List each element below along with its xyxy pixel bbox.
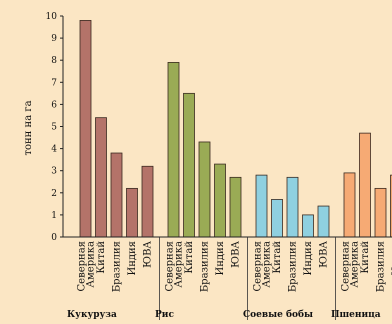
bar xyxy=(110,152,123,238)
bar xyxy=(286,176,299,238)
category-label: ЮВА xyxy=(143,241,154,268)
group-label: Рис xyxy=(155,310,174,320)
category-label: ЮВА xyxy=(319,241,330,268)
group-labels: Кукуруза Рис Соевые бобы Пшеница xyxy=(67,237,381,320)
y-tick-label: 3 xyxy=(51,167,57,177)
bar xyxy=(359,132,371,238)
bars xyxy=(63,20,392,238)
bar xyxy=(214,163,226,238)
bar xyxy=(198,141,211,238)
y-tick-label: 6 xyxy=(51,100,57,110)
y-tick-label: 4 xyxy=(51,145,57,155)
bar xyxy=(271,199,283,238)
y-tick-label: 0 xyxy=(51,233,57,243)
y-tick-label: 7 xyxy=(51,78,57,88)
bar xyxy=(183,92,195,238)
bar xyxy=(126,187,138,238)
bar xyxy=(95,117,107,238)
category-label: Китай xyxy=(272,241,283,274)
category-label: Индия xyxy=(127,241,138,276)
y-tick-label: 1 xyxy=(51,211,57,221)
bar xyxy=(302,214,314,238)
y-tick-label: 2 xyxy=(51,189,57,199)
category-label: СевернаяАмерика xyxy=(77,241,97,291)
category-label: Бразилия xyxy=(112,241,123,292)
bar xyxy=(390,174,392,238)
category-label: Китай xyxy=(360,241,371,274)
bar xyxy=(229,176,242,238)
category-label: Китай xyxy=(184,241,195,274)
category-label: ЮВА xyxy=(231,241,242,268)
bar xyxy=(317,205,330,238)
category-label: Бразилия xyxy=(376,241,387,292)
y-tick-label: 5 xyxy=(51,123,57,133)
category-labels: СевернаяАмерика Китай Бразилия Индия ЮВА Севе… xyxy=(77,241,392,293)
y-tick-label: 8 xyxy=(51,56,57,66)
category-label: Китай xyxy=(96,241,107,274)
category-label: СевернаяАмерика xyxy=(341,241,361,291)
bar xyxy=(255,174,268,238)
category-label: Бразилия xyxy=(200,241,211,292)
category-label: СевернаяАмерика xyxy=(253,241,273,291)
category-label: Индия xyxy=(215,241,226,276)
bar xyxy=(167,62,180,238)
category-label: Индия xyxy=(303,241,314,276)
group-label: Кукуруза xyxy=(67,310,117,320)
y-tick-label: 9 xyxy=(51,34,57,44)
y-axis: 0 1 2 3 4 5 6 7 8 9 10 xyxy=(46,12,64,243)
category-label: СевернаяАмерика xyxy=(165,241,185,291)
category-label: Бразилия xyxy=(288,241,299,292)
bar xyxy=(374,187,387,238)
y-tick-label: 10 xyxy=(46,12,58,22)
group-label: Соевые бобы xyxy=(243,309,313,320)
bar xyxy=(141,165,154,238)
bar xyxy=(79,20,92,238)
y-axis-label: тонн на га xyxy=(23,100,34,155)
bar xyxy=(343,172,356,238)
group-label: Пшеница xyxy=(331,310,381,320)
